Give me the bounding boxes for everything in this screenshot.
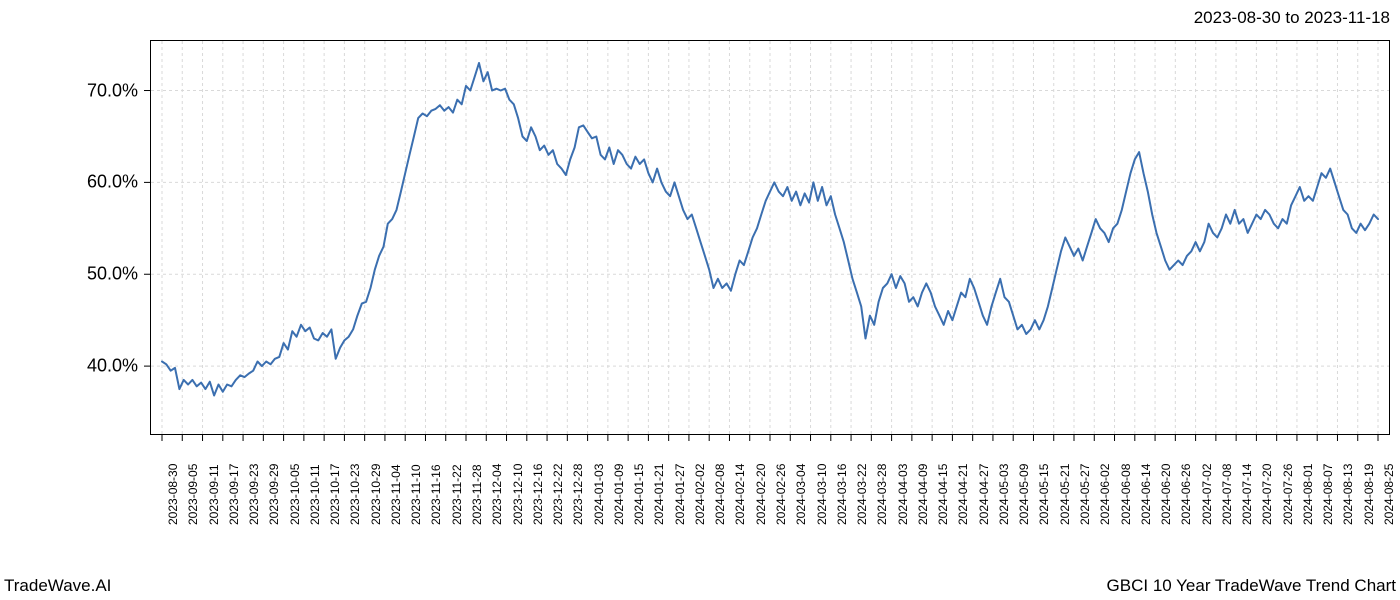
xtick-label: 2024-07-26 bbox=[1281, 464, 1295, 525]
xtick-label: 2024-05-21 bbox=[1058, 464, 1072, 525]
xtick-label: 2023-10-29 bbox=[369, 464, 383, 525]
xtick-label: 2023-12-04 bbox=[490, 464, 504, 525]
ytick-label: 60.0% bbox=[0, 172, 138, 193]
xtick-label: 2024-05-15 bbox=[1037, 464, 1051, 525]
xtick-label: 2023-09-17 bbox=[227, 464, 241, 525]
xtick-label: 2024-04-15 bbox=[936, 464, 950, 525]
xtick-label: 2023-12-16 bbox=[531, 464, 545, 525]
xtick-label: 2024-04-09 bbox=[916, 464, 930, 525]
xtick-label: 2024-08-01 bbox=[1301, 464, 1315, 525]
xtick-label: 2023-10-23 bbox=[348, 464, 362, 525]
xtick-label: 2024-04-03 bbox=[896, 464, 910, 525]
xtick-label: 2024-05-03 bbox=[997, 464, 1011, 525]
xtick-label: 2023-11-16 bbox=[429, 465, 443, 526]
xtick-label: 2023-10-11 bbox=[308, 465, 322, 526]
xtick-label: 2024-06-08 bbox=[1119, 464, 1133, 525]
xtick-label: 2024-08-25 bbox=[1382, 464, 1396, 525]
xtick-label: 2024-02-08 bbox=[713, 464, 727, 525]
xtick-label: 2023-11-04 bbox=[389, 465, 403, 526]
xtick-label: 2024-03-22 bbox=[855, 464, 869, 525]
xtick-label: 2024-04-27 bbox=[977, 464, 991, 525]
ytick-label: 70.0% bbox=[0, 80, 138, 101]
xtick-label: 2024-03-04 bbox=[794, 464, 808, 525]
xtick-label: 2024-02-14 bbox=[733, 464, 747, 525]
xtick-label: 2024-07-02 bbox=[1200, 464, 1214, 525]
xtick-label: 2024-08-07 bbox=[1321, 464, 1335, 525]
xtick-label: 2024-05-09 bbox=[1017, 464, 1031, 525]
xtick-label: 2024-04-21 bbox=[956, 464, 970, 525]
ytick-label: 50.0% bbox=[0, 264, 138, 285]
xtick-label: 2024-02-26 bbox=[774, 464, 788, 525]
xtick-label: 2024-01-09 bbox=[612, 464, 626, 525]
xtick-label: 2023-12-28 bbox=[571, 464, 585, 525]
xtick-label: 2024-03-28 bbox=[875, 464, 889, 525]
xtick-label: 2023-12-22 bbox=[551, 464, 565, 525]
xtick-label: 2023-11-22 bbox=[450, 465, 464, 526]
xtick-label: 2024-01-27 bbox=[673, 464, 687, 525]
xtick-label: 2023-08-30 bbox=[166, 464, 180, 525]
xtick-label: 2023-09-29 bbox=[267, 464, 281, 525]
xtick-label: 2023-11-10 bbox=[409, 465, 423, 526]
xtick-label: 2024-06-14 bbox=[1139, 464, 1153, 525]
xtick-label: 2024-02-20 bbox=[754, 464, 768, 525]
xtick-label: 2023-09-05 bbox=[186, 464, 200, 525]
xtick-label: 2024-01-15 bbox=[632, 464, 646, 525]
xtick-label: 2023-10-05 bbox=[288, 464, 302, 525]
xtick-label: 2023-10-17 bbox=[328, 464, 342, 525]
xtick-label: 2023-12-10 bbox=[511, 464, 525, 525]
xtick-label: 2024-08-13 bbox=[1341, 464, 1355, 525]
xtick-label: 2024-01-21 bbox=[652, 464, 666, 525]
xtick-label: 2024-07-20 bbox=[1260, 464, 1274, 525]
xtick-label: 2024-03-16 bbox=[835, 464, 849, 525]
xtick-label: 2023-09-11 bbox=[207, 465, 221, 526]
xtick-label: 2024-06-26 bbox=[1179, 464, 1193, 525]
xtick-label: 2023-09-23 bbox=[247, 464, 261, 525]
xtick-label: 2024-07-08 bbox=[1220, 464, 1234, 525]
xtick-label: 2024-05-27 bbox=[1078, 464, 1092, 525]
xtick-label: 2024-02-02 bbox=[693, 464, 707, 525]
xtick-label: 2024-06-20 bbox=[1159, 464, 1173, 525]
xtick-label: 2024-01-03 bbox=[592, 464, 606, 525]
xtick-label: 2024-03-10 bbox=[815, 464, 829, 525]
xtick-label: 2023-11-28 bbox=[470, 465, 484, 526]
xtick-label: 2024-08-19 bbox=[1362, 464, 1376, 525]
ytick-label: 40.0% bbox=[0, 356, 138, 377]
chart-container: 2023-08-30 to 2023-11-18 TradeWave.AI GB… bbox=[0, 0, 1400, 600]
xtick-label: 2024-06-02 bbox=[1098, 464, 1112, 525]
xtick-label: 2024-07-14 bbox=[1240, 464, 1254, 525]
